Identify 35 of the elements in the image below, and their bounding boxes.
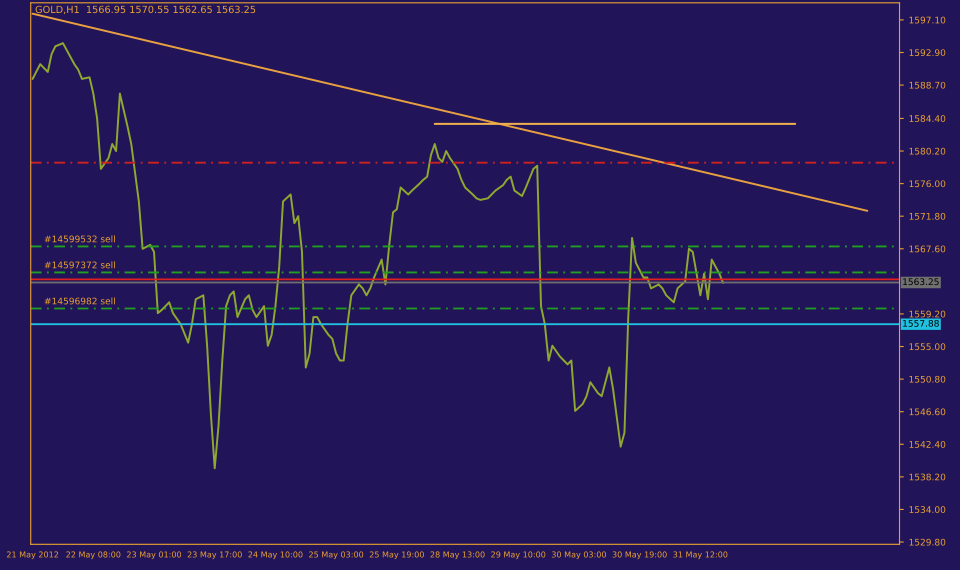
y-tick-label: 1597.10	[910, 16, 946, 24]
y-tick-label: 1542.40	[910, 441, 946, 448]
y-tick-label: 1559.20	[910, 310, 946, 318]
y-tick-label: 1588.70	[910, 82, 946, 89]
y-tick-label: 1546.60	[910, 408, 946, 416]
ref-line-label: #14599532 sell	[44, 235, 115, 242]
x-tick-label: 23 May 17:00	[188, 551, 242, 560]
y-tick-label: 1529.80	[910, 538, 946, 546]
y-tick-label: 1555.00	[910, 343, 946, 350]
y-tick-label: 1538.20	[910, 474, 946, 480]
y-tick-label: 1592.90	[910, 49, 946, 56]
y-tick-label: 1534.00	[910, 506, 946, 513]
x-tick-label: 30 May 03:00	[552, 551, 606, 560]
x-tick-label: 25 May 03:00	[309, 551, 364, 560]
x-tick-label: 31 May 12:00	[673, 551, 728, 560]
x-tick-label: 25 May 19:00	[370, 551, 424, 560]
y-tick-label: 1567.60	[910, 246, 946, 252]
y-tick-label: 1580.20	[910, 148, 946, 155]
y-tick-label: 1550.80	[910, 376, 946, 383]
x-tick-label: 23 May 01:00	[126, 551, 182, 560]
x-tick-label: 28 May 13:00	[430, 551, 485, 560]
x-tick-label: 30 May 19:00	[612, 551, 667, 560]
y-tick-label: 1584.40	[910, 115, 946, 122]
x-tick-label: 21 May 2012	[6, 551, 58, 560]
x-tick-label: 22 May 08:00	[66, 551, 120, 560]
x-tick-label: 29 May 10:00	[491, 551, 546, 560]
y-tick-label: 1571.80	[910, 212, 946, 220]
chart-title: GOLD,H1 1566.95 1570.55 1562.65 1563.25	[36, 6, 256, 14]
x-tick-label: 24 May 10:00	[248, 551, 303, 560]
line-series	[32, 42, 724, 470]
ref-line-label: 1563.25	[903, 278, 939, 286]
y-tick-label: 1576.00	[910, 180, 946, 188]
ref-line-label: #14596982 sell	[44, 297, 115, 304]
ref-line-label: 1557.88	[903, 320, 939, 327]
ref-line-label: #14597372 sell	[44, 261, 115, 268]
